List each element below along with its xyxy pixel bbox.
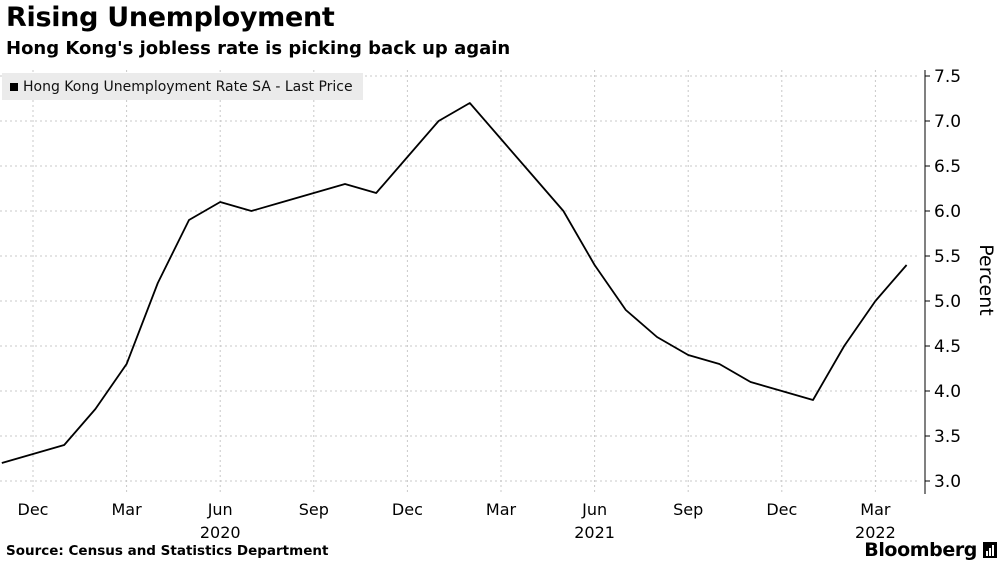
x-year-label: 2022 [855, 523, 896, 542]
y-tick-label: 6.0 [934, 202, 961, 222]
x-tick-label: Jun [207, 500, 233, 519]
x-tick-label: Dec [392, 500, 423, 519]
y-axis-title: Percent [975, 244, 997, 316]
brand: Bloomberg [864, 539, 997, 561]
x-tick-label: Mar [860, 500, 891, 519]
legend-label: Hong Kong Unemployment Rate SA - Last Pr… [23, 78, 353, 95]
series-line [1, 102, 908, 464]
series-layer [1, 102, 908, 464]
y-tick-label: 7.5 [934, 67, 961, 87]
x-tick-label: Jun [581, 500, 607, 519]
chart-title: Rising Unemployment [6, 2, 335, 33]
chart-subtitle: Hong Kong's jobless rate is picking back… [6, 38, 511, 59]
x-tick-label: Dec [766, 500, 797, 519]
y-tick-label: 4.0 [934, 382, 961, 402]
gridlines [0, 70, 920, 494]
x-tick-label: Sep [299, 500, 329, 519]
y-tick-label: 3.5 [934, 427, 961, 447]
axes: 3.0 3.5 4.0 4.5 5.0 5.5 6.0 6.5 7.0 7.5 Percent Dec… [18, 67, 997, 542]
source-note: Source: Census and Statistics Department [6, 543, 329, 559]
bloomberg-terminal-icon [983, 542, 997, 558]
y-tick-label: 5.5 [934, 247, 961, 267]
y-tick-label: 5.0 [934, 292, 961, 312]
x-year-label: 2020 [200, 523, 241, 542]
y-tick-label: 4.5 [934, 337, 961, 357]
y-tick-label: 3.0 [934, 472, 961, 492]
y-tick-label: 6.5 [934, 157, 961, 177]
y-tick-label: 7.0 [934, 112, 961, 132]
x-tick-label: Dec [18, 500, 49, 519]
brand-name: Bloomberg [864, 539, 977, 561]
legend-swatch [10, 82, 18, 91]
x-year-label: 2021 [574, 523, 615, 542]
x-tick-label: Mar [112, 500, 143, 519]
legend: Hong Kong Unemployment Rate SA - Last Pr… [2, 73, 363, 100]
x-tick-label: Mar [486, 500, 517, 519]
x-tick-label: Sep [673, 500, 703, 519]
